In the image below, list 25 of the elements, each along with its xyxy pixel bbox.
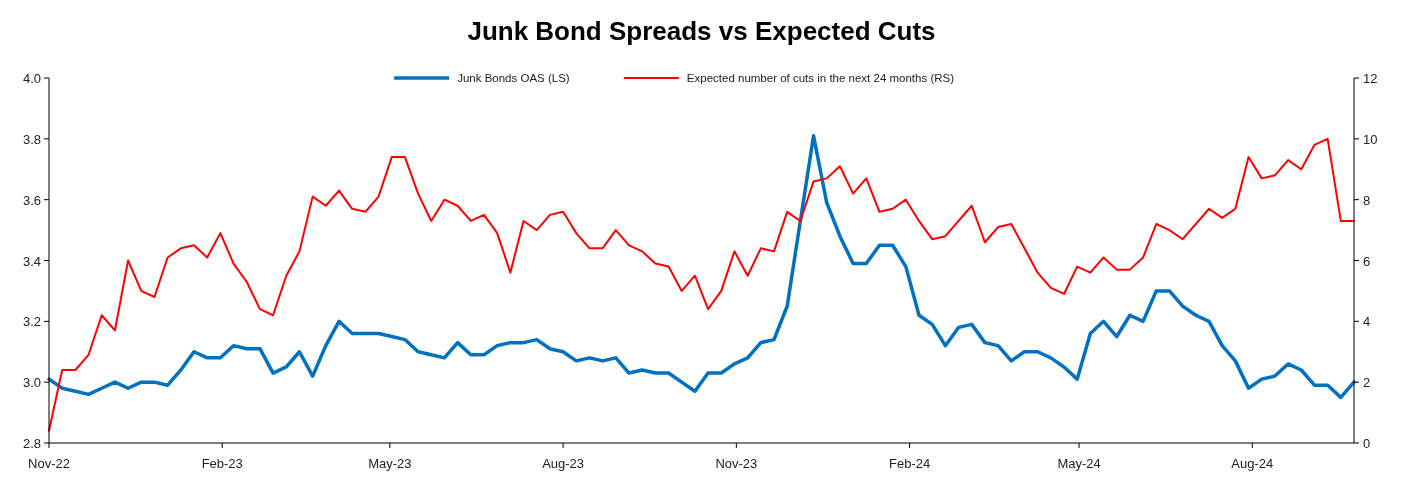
y2-tick-label: 6 — [1363, 253, 1371, 269]
y2-tick-label: 0 — [1363, 436, 1371, 451]
legend-label: Junk Bonds OAS (LS) — [457, 72, 570, 84]
y2-tick-label: 4 — [1363, 314, 1371, 330]
x-tick-label: Nov-23 — [715, 456, 758, 471]
y-tick-label: 3.2 — [22, 314, 41, 330]
y2-tick-label: 8 — [1363, 192, 1371, 208]
x-tick-label: May-23 — [368, 456, 412, 471]
y2-tick-label: 10 — [1363, 131, 1378, 147]
y-tick-label: 4.0 — [22, 71, 41, 86]
y2-tick-label: 12 — [1363, 71, 1378, 86]
y-tick-label: 3.0 — [22, 375, 41, 391]
chart-title: Junk Bond Spreads vs Expected Cuts — [467, 16, 936, 46]
y-tick-label: 3.4 — [22, 253, 41, 269]
x-tick-label: Nov-22 — [28, 456, 70, 471]
x-tick-label: Aug-24 — [1231, 456, 1274, 471]
legend-label: Expected number of cuts in the next 24 months (RS) — [686, 72, 955, 84]
x-tick-label: Feb-23 — [201, 456, 243, 471]
y-tick-label: 3.8 — [22, 131, 41, 147]
x-tick-label: Feb-24 — [888, 456, 931, 471]
y2-tick-label: 2 — [1363, 375, 1371, 391]
x-tick-label: Aug-23 — [542, 456, 585, 471]
y-tick-label: 2.8 — [22, 436, 41, 451]
x-tick-label: May-24 — [1057, 456, 1101, 471]
y-tick-label: 3.6 — [22, 192, 41, 208]
